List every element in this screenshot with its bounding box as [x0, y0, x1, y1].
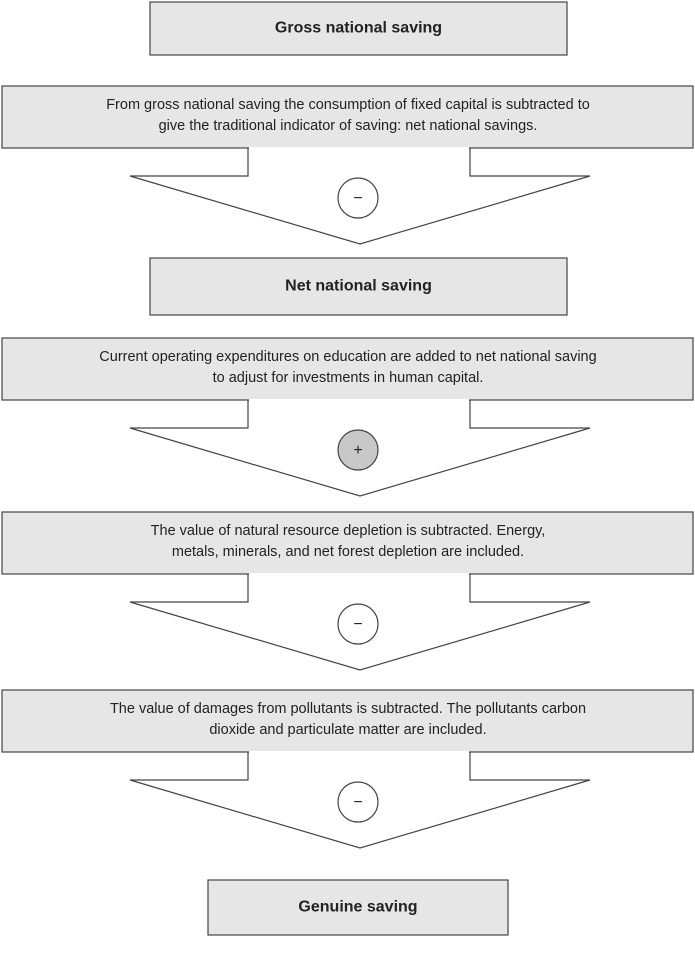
sign: +: [353, 442, 362, 459]
step-text: dioxide and particulate matter are inclu…: [209, 722, 486, 738]
sign-circle: [337, 781, 379, 823]
step-text: The value of natural resource depletion …: [151, 523, 546, 539]
box: [149, 257, 568, 316]
step-text: Current operating expenditures on educat…: [99, 349, 596, 365]
step-box: [1, 511, 694, 575]
box: [207, 879, 509, 936]
box-label: Net national saving: [285, 278, 432, 295]
box: [149, 1, 568, 56]
stem-cover: [249, 399, 469, 401]
step-text: metals, minerals, and net forest depleti…: [172, 544, 524, 560]
box-label: Genuine saving: [298, 899, 417, 916]
stem-cover: [249, 573, 469, 575]
step-text: The value of damages from pollutants is …: [110, 701, 586, 717]
box-label: Gross national saving: [275, 20, 442, 37]
sign: −: [353, 794, 362, 811]
sign: −: [353, 616, 362, 633]
sign: −: [353, 190, 362, 207]
stem-cover: [249, 751, 469, 753]
step-box: [1, 689, 694, 753]
sign-circle: [337, 603, 379, 645]
sign-circle: [337, 177, 379, 219]
step-text: to adjust for investments in human capit…: [213, 370, 484, 386]
step-text: From gross national saving the consumpti…: [106, 97, 590, 113]
step-text: give the traditional indicator of saving…: [159, 118, 538, 134]
sign-circle: [337, 429, 379, 471]
step-box: [1, 85, 694, 149]
stem-cover: [249, 147, 469, 149]
step-box: [1, 337, 694, 401]
